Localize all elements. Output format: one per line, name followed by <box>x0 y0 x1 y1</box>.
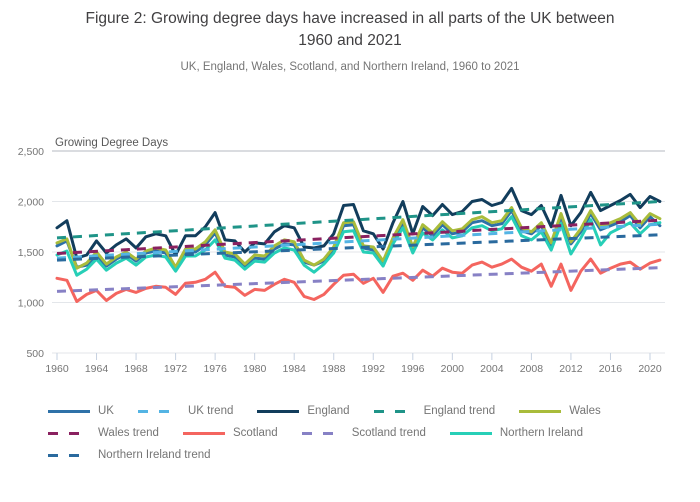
legend-label: Wales trend <box>98 427 159 439</box>
x-tick-label: 1992 <box>362 363 386 375</box>
x-tick-label: 2020 <box>638 363 662 375</box>
x-tick-label: 1972 <box>164 363 188 375</box>
legend-label: UK trend <box>187 405 234 417</box>
x-tick-label: 1976 <box>203 363 227 375</box>
legend-item-england[interactable]: England <box>257 405 350 417</box>
legend-item-northern-ireland[interactable]: Northern Ireland <box>449 427 583 439</box>
figure-title: Figure 2: Growing degree days have incre… <box>85 10 615 49</box>
y-tick-label: 1,000 <box>18 298 44 310</box>
legend-swatch-solid <box>48 409 90 413</box>
legend-label: Northern Ireland <box>499 427 583 439</box>
chart-area: 500 1,000 1,500 2,000 2,500 Growing Degree Da… <box>0 130 700 385</box>
series-line-scotland-trend <box>56 266 660 293</box>
x-tick-label: 1996 <box>401 363 425 375</box>
legend-item-scotland-trend[interactable]: Scotland trend <box>301 427 426 439</box>
x-tick-label: 1980 <box>243 363 267 375</box>
y-axis-title: Growing Degree Days <box>55 137 168 149</box>
legend-item-wales-trend[interactable]: Wales trend <box>48 427 159 439</box>
x-tick-label: 2008 <box>520 363 544 375</box>
legend-swatch-solid <box>257 409 300 413</box>
legend-item-uk-trend[interactable]: UK trend <box>137 405 234 417</box>
series-line-scotland <box>55 257 662 303</box>
y-tick-label: 2,500 <box>18 146 44 158</box>
legend-swatch-solid <box>519 409 562 413</box>
chart-legend: UK UK trend England England trend Wales Wales… <box>48 405 664 471</box>
legend-item-england-trend[interactable]: England trend <box>373 405 496 417</box>
x-tick-label: 2016 <box>599 363 623 375</box>
legend-label: Northern Ireland trend <box>98 449 211 461</box>
x-tick-label: 1988 <box>322 363 346 375</box>
x-tick-label: 2004 <box>480 363 504 375</box>
legend-label: UK <box>98 405 114 417</box>
legend-item-wales[interactable]: Wales <box>519 405 601 417</box>
legend-item-scotland[interactable]: Scotland <box>182 427 278 439</box>
legend-swatch-dashed <box>48 431 90 435</box>
legend-label: Scotland trend <box>351 427 426 439</box>
x-tick-label: 1960 <box>45 363 69 375</box>
legend-swatch-dashed <box>137 409 180 413</box>
y-tick-label: 2,000 <box>18 197 44 209</box>
figure-subtitle: UK, England, Wales, Scotland, and Northe… <box>180 61 520 74</box>
series-line-england <box>55 186 662 260</box>
legend-swatch-solid <box>449 431 492 435</box>
y-tick-label: 500 <box>26 348 44 360</box>
x-tick-label: 1984 <box>283 363 307 375</box>
legend-swatch-dashed <box>373 409 416 413</box>
legend-item-northern-ireland-trend[interactable]: Northern Ireland trend <box>48 449 211 461</box>
legend-swatch-solid <box>182 431 225 435</box>
series-line-england-trend <box>56 200 660 240</box>
legend-swatch-dashed <box>48 453 90 457</box>
x-tick-label: 2000 <box>441 363 465 375</box>
series-line-northern-ireland-trend <box>56 233 660 262</box>
x-tick-label: 2012 <box>559 363 583 375</box>
x-tick-label: 1964 <box>85 363 109 375</box>
legend-swatch-dashed <box>301 431 344 435</box>
series-line-wales-trend <box>56 218 660 255</box>
growing-degree-days-chart: 500 1,000 1,500 2,000 2,500 Growing Degree Da… <box>18 137 665 375</box>
legend-label: Wales <box>569 405 601 417</box>
legend-label: England trend <box>423 405 496 417</box>
figure-header: Figure 2: Growing degree days have incre… <box>0 8 700 73</box>
legend-label: Scotland <box>232 427 278 439</box>
x-tick-label: 1968 <box>124 363 148 375</box>
legend-item-uk[interactable]: UK <box>48 405 114 417</box>
legend-label: England <box>307 405 350 417</box>
y-tick-label: 1,500 <box>18 247 44 259</box>
series-line-uk-trend <box>56 222 660 260</box>
